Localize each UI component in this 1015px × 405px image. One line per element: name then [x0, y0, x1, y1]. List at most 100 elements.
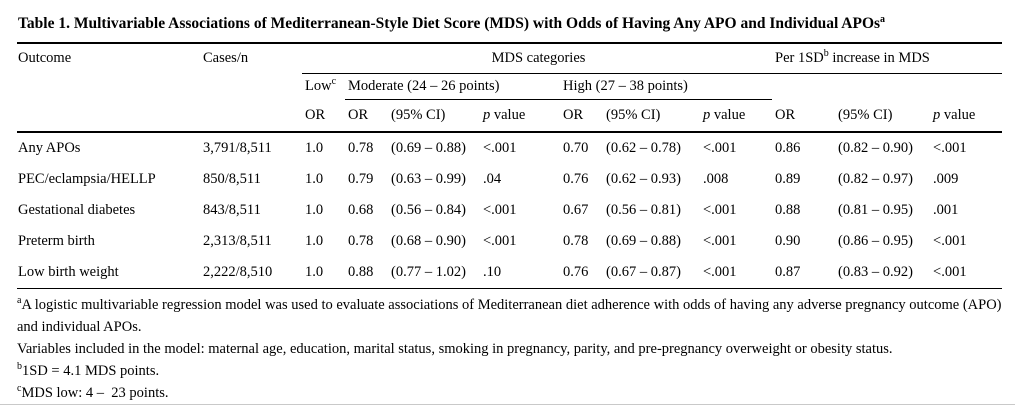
cell-per1sd-p: <.001: [930, 257, 1003, 289]
header-row-groups: Outcome Cases/n MDS categories Per 1SDb …: [17, 43, 1003, 74]
subgroup-header-moderate: Moderate (24 – 26 points): [345, 73, 560, 100]
cell-cases-n: 2,222/8,510: [200, 257, 302, 289]
cell-low-or: 1.0: [302, 257, 345, 289]
cell-high-or: 0.76: [563, 171, 589, 187]
footnote-b-text: 1SD = 4.1 MDS points.: [22, 363, 160, 379]
cell-outcome: Gestational diabetes: [18, 202, 136, 218]
cell-high-ci: (0.62 – 0.93): [606, 171, 681, 187]
footnote-b-marker: b: [17, 361, 22, 373]
footnote-a-marker: a: [17, 295, 22, 307]
cell-per1sd-ci: (0.82 – 0.97): [838, 171, 913, 187]
stat-header-per1sd-ci: (95% CI): [835, 99, 931, 133]
p-rest: value: [710, 107, 746, 123]
cell-high-p: <.001: [703, 202, 737, 218]
footnote-c: cMDS low: 4 – 23 points.: [17, 382, 1002, 404]
header-row-stats: OR OR (95% CI) p value OR (95% CI) p val…: [17, 99, 1003, 133]
cell-per1sd-ci: (0.83 – 0.92): [835, 257, 931, 289]
empty-cell: [17, 99, 200, 133]
cell-moderate-p: <.001: [483, 140, 517, 156]
cell-outcome: Low birth weight: [17, 257, 200, 289]
cell-cases-n: 843/8,511: [203, 202, 261, 218]
cell-high-ci: (0.67 – 0.87): [603, 257, 700, 289]
cell-outcome: PEC/eclampsia/HELLP: [18, 171, 156, 187]
cell-moderate-p: .10: [480, 257, 560, 289]
cell-per1sd-ci: (0.81 – 0.95): [838, 202, 913, 218]
cell-moderate-ci: (0.56 – 0.84): [391, 202, 466, 218]
cell-outcome: Preterm birth: [18, 233, 95, 249]
cell-high-or: 0.78: [563, 233, 589, 249]
table-row: Any APOs 3,791/8,511 1.0 0.78 (0.69 – 0.88) <…: [17, 132, 1002, 164]
table-footnotes: aA logistic multivariable regression mod…: [17, 294, 1002, 404]
cell-moderate-ci: (0.68 – 0.90): [391, 233, 466, 249]
cell-high-ci: (0.62 – 0.78): [606, 140, 681, 156]
footnote-a-text: A logistic multivariable regression mode…: [17, 297, 1006, 335]
stat-header-moderate-ci: (95% CI): [388, 99, 480, 133]
group-header-mds-categories: MDS categories: [302, 43, 773, 74]
cell-outcome: Any APOs: [18, 140, 81, 156]
cell-per1sd-p: <.001: [933, 140, 967, 156]
cell-moderate-ci: (0.69 – 0.88): [391, 140, 466, 156]
cell-low-or: 1.0: [305, 140, 324, 156]
cell-per1sd-p: .009: [933, 171, 959, 187]
stat-header-moderate-or: OR: [345, 99, 388, 133]
cell-per1sd-ci: (0.82 – 0.90): [838, 140, 913, 156]
low-label: Low: [305, 78, 332, 95]
cell-high-p: .008: [703, 171, 729, 187]
cell-high-or: 0.76: [560, 257, 603, 289]
empty-cell: [17, 74, 200, 100]
cell-high-p: <.001: [703, 233, 737, 249]
cell-high-ci: (0.69 – 0.88): [606, 233, 681, 249]
cell-moderate-ci: (0.77 – 1.02): [388, 257, 480, 289]
footnote-c-text: MDS low: 4 – 23 points.: [21, 385, 169, 401]
col-header-outcome: Outcome: [18, 50, 72, 67]
empty-cell: [200, 99, 302, 133]
cell-per1sd-or: 0.90: [775, 233, 801, 249]
p-rest: value: [940, 106, 976, 123]
cell-moderate-p: <.001: [483, 233, 517, 249]
subgroup-header-high: High (27 – 38 points): [560, 73, 773, 100]
cell-per1sd-or: 0.87: [772, 257, 836, 289]
stat-header-moderate-p: p value: [480, 99, 560, 133]
group-header-per-1sd: Per 1SDb increase in MDS: [772, 43, 1003, 74]
cell-moderate-p: <.001: [483, 202, 517, 218]
cell-per1sd-p: <.001: [933, 233, 967, 249]
p-italic: p: [933, 106, 941, 123]
cell-high-or: 0.70: [563, 140, 589, 156]
table-title-footnote-marker: a: [880, 13, 886, 25]
cell-per1sd-or: 0.86: [775, 140, 801, 156]
empty-cell: [200, 74, 302, 100]
footnote-b: b1SD = 4.1 MDS points.: [17, 360, 1002, 382]
empty-cell: [772, 74, 1002, 100]
cell-high-p: <.001: [703, 140, 737, 156]
cell-per1sd-or: 0.89: [775, 171, 801, 187]
p-rest: value: [490, 107, 526, 123]
per-1sd-footnote-marker: b: [823, 48, 829, 60]
cell-moderate-or: 0.68: [348, 202, 374, 218]
low-footnote-marker: c: [331, 76, 337, 88]
stat-header-low-or: OR: [302, 99, 345, 133]
table-title-text: Table 1. Multivariable Associations of M…: [18, 15, 881, 32]
cell-moderate-or: 0.79: [348, 171, 374, 187]
footnote-c-marker: c: [17, 383, 22, 395]
table-body: Any APOs 3,791/8,511 1.0 0.78 (0.69 – 0.88) <…: [17, 132, 1003, 289]
cell-high-ci: (0.56 – 0.81): [606, 202, 681, 218]
col-header-cases-n: Cases/n: [203, 50, 249, 67]
subgroup-header-low: Lowc: [302, 74, 345, 100]
cell-per1sd-ci: (0.86 – 0.95): [838, 233, 913, 249]
cell-high-or: 0.67: [563, 202, 589, 218]
stat-header-high-or: OR: [560, 99, 603, 133]
stat-header-per1sd-or: OR: [772, 99, 836, 133]
results-table: Outcome Cases/n MDS categories Per 1SDb …: [17, 42, 1003, 289]
stat-header-high-ci: (95% CI): [603, 99, 700, 133]
table-header: Outcome Cases/n MDS categories Per 1SDb …: [17, 43, 1003, 133]
cell-moderate-or: 0.88: [345, 257, 388, 289]
p-italic: p: [703, 107, 711, 123]
stat-header-high-p: p value: [700, 99, 773, 133]
per-1sd-label-post: increase in MDS: [828, 50, 930, 66]
cell-high-p: <.001: [700, 257, 773, 289]
header-row-subgroups: Lowc Moderate (24 – 26 points) High (27 …: [17, 73, 1002, 100]
cell-per1sd-or: 0.88: [775, 202, 801, 218]
footnote-a: aA logistic multivariable regression mod…: [17, 294, 1002, 338]
table-row: Gestational diabetes 843/8,511 1.0 0.68 (0.5…: [17, 195, 1002, 226]
